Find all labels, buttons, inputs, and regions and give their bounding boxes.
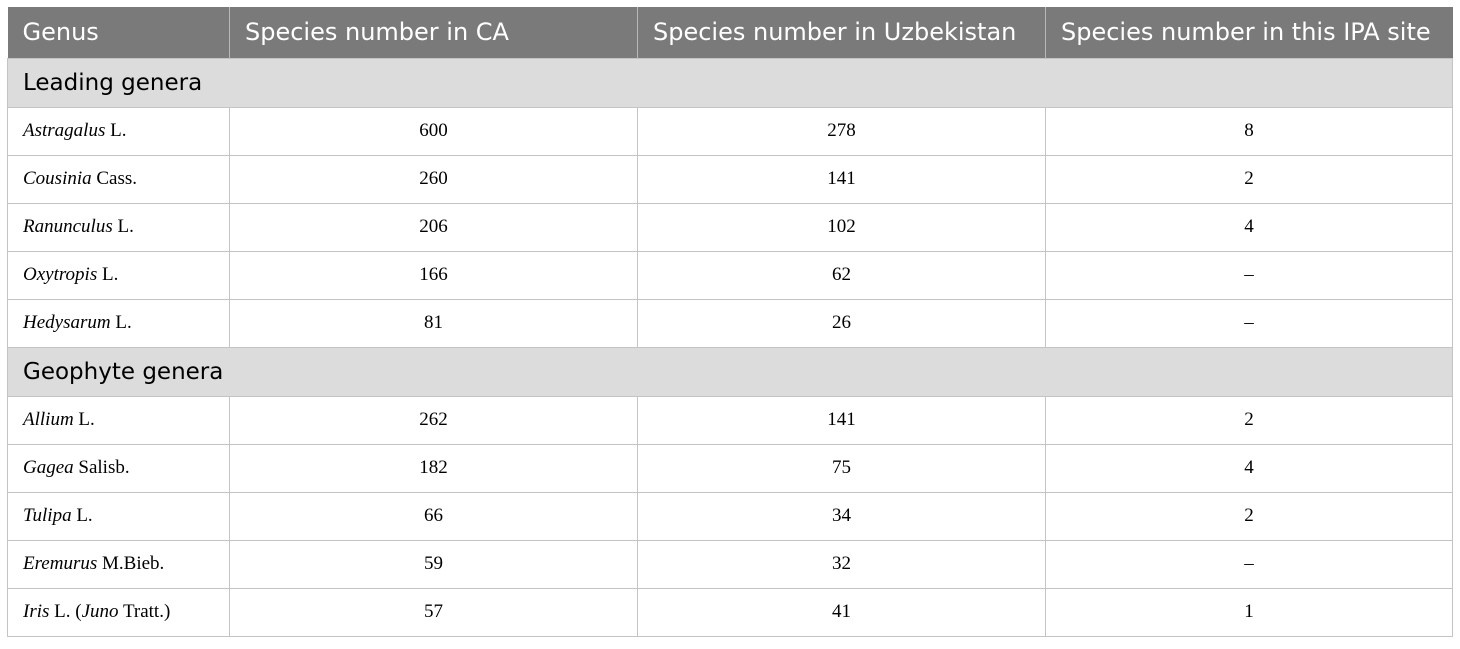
genus-name: Tulipa xyxy=(23,505,72,526)
uz-count-cell: 141 xyxy=(637,154,1046,204)
ca-count-cell: 59 xyxy=(229,539,638,589)
ipa-count-cell: 4 xyxy=(1045,443,1453,493)
uz-count-cell: 41 xyxy=(637,587,1046,637)
genus-authority: L. ( xyxy=(49,601,82,622)
subgenus-authority: Tratt.) xyxy=(118,601,171,622)
genus-authority: Salisb. xyxy=(73,457,130,478)
header-genus: Genus xyxy=(7,7,230,58)
header-species-uzbekistan: Species number in Uzbekistan xyxy=(637,7,1046,58)
genus-name: Gagea xyxy=(23,457,74,478)
group-row-leading-genera: Leading genera xyxy=(7,57,1453,108)
ca-count-cell: 260 xyxy=(229,154,638,204)
ca-count-cell: 182 xyxy=(229,443,638,493)
genus-authority: L. xyxy=(73,409,95,430)
genus-authority: Cass. xyxy=(91,168,138,189)
genus-cell: Ranunculus L. xyxy=(7,202,230,252)
genus-authority: L. xyxy=(110,312,132,333)
uz-count-cell: 32 xyxy=(637,539,1046,589)
uz-count-cell: 141 xyxy=(637,395,1046,445)
ipa-count-cell: – xyxy=(1045,250,1453,300)
table-row: Astragalus L. 600 278 8 xyxy=(7,106,1453,156)
header-species-ca: Species number in CA xyxy=(229,7,638,58)
genus-name: Allium xyxy=(23,409,74,430)
group-label: Leading genera xyxy=(7,57,1453,108)
table-row: Oxytropis L. 166 62 – xyxy=(7,250,1453,300)
genus-cell: Oxytropis L. xyxy=(7,250,230,300)
header-species-ipa-site: Species number in this IPA site xyxy=(1045,7,1453,58)
genus-name: Cousinia xyxy=(23,168,92,189)
uz-count-cell: 34 xyxy=(637,491,1046,541)
ipa-count-cell: 2 xyxy=(1045,395,1453,445)
ca-count-cell: 206 xyxy=(229,202,638,252)
genus-cell: Eremurus M.Bieb. xyxy=(7,539,230,589)
genus-name: Iris xyxy=(23,601,50,622)
genus-cell: Cousinia Cass. xyxy=(7,154,230,204)
ipa-count-cell: 1 xyxy=(1045,587,1453,637)
ca-count-cell: 81 xyxy=(229,298,638,348)
uz-count-cell: 278 xyxy=(637,106,1046,156)
genus-authority: L. xyxy=(112,216,134,237)
table-row: Iris L. (Juno Tratt.) 57 41 1 xyxy=(7,587,1453,637)
genus-name: Eremurus xyxy=(23,553,98,574)
ipa-count-cell: 8 xyxy=(1045,106,1453,156)
group-label: Geophyte genera xyxy=(7,346,1453,397)
genera-table-container: Genus Species number in CA Species numbe… xyxy=(7,7,1453,637)
ca-count-cell: 66 xyxy=(229,491,638,541)
table-row: Tulipa L. 66 34 2 xyxy=(7,491,1453,541)
ipa-count-cell: 2 xyxy=(1045,491,1453,541)
header-row: Genus Species number in CA Species numbe… xyxy=(7,7,1453,58)
table-row: Ranunculus L. 206 102 4 xyxy=(7,202,1453,252)
ca-count-cell: 57 xyxy=(229,587,638,637)
uz-count-cell: 75 xyxy=(637,443,1046,493)
uz-count-cell: 26 xyxy=(637,298,1046,348)
genus-cell: Tulipa L. xyxy=(7,491,230,541)
ipa-count-cell: 4 xyxy=(1045,202,1453,252)
ca-count-cell: 166 xyxy=(229,250,638,300)
uz-count-cell: 102 xyxy=(637,202,1046,252)
genus-name: Astragalus xyxy=(23,120,106,141)
genus-name: Oxytropis xyxy=(23,264,98,285)
genus-name: Hedysarum xyxy=(23,312,111,333)
table-row: Gagea Salisb. 182 75 4 xyxy=(7,443,1453,493)
ipa-count-cell: – xyxy=(1045,298,1453,348)
genus-authority: M.Bieb. xyxy=(97,553,165,574)
ca-count-cell: 262 xyxy=(229,395,638,445)
group-row-geophyte-genera: Geophyte genera xyxy=(7,346,1453,397)
table-row: Allium L. 262 141 2 xyxy=(7,395,1453,445)
ipa-count-cell: 2 xyxy=(1045,154,1453,204)
genus-authority: L. xyxy=(71,505,93,526)
genus-authority: L. xyxy=(97,264,119,285)
table-row: Eremurus M.Bieb. 59 32 – xyxy=(7,539,1453,589)
ca-count-cell: 600 xyxy=(229,106,638,156)
table-row: Hedysarum L. 81 26 – xyxy=(7,298,1453,348)
genus-cell: Astragalus L. xyxy=(7,106,230,156)
uz-count-cell: 62 xyxy=(637,250,1046,300)
ipa-count-cell: – xyxy=(1045,539,1453,589)
genus-cell: Iris L. (Juno Tratt.) xyxy=(7,587,230,637)
genus-cell: Allium L. xyxy=(7,395,230,445)
subgenus-name: Juno xyxy=(81,601,119,622)
genus-cell: Hedysarum L. xyxy=(7,298,230,348)
genera-table: Genus Species number in CA Species numbe… xyxy=(7,7,1453,637)
genus-authority: L. xyxy=(105,120,127,141)
table-row: Cousinia Cass. 260 141 2 xyxy=(7,154,1453,204)
genus-cell: Gagea Salisb. xyxy=(7,443,230,493)
genus-name: Ranunculus xyxy=(23,216,113,237)
